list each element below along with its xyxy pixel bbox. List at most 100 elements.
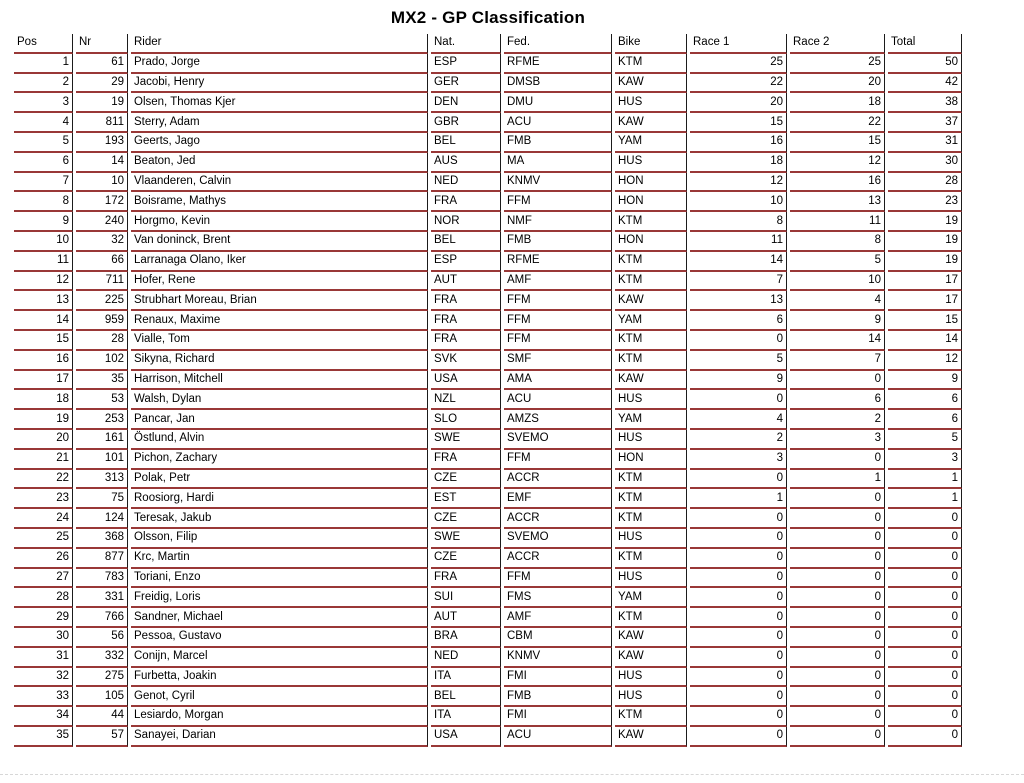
cell-pos: 3 xyxy=(14,93,73,114)
cell-pos: 20 xyxy=(14,429,73,450)
cell-race-2: 2 xyxy=(790,410,885,430)
table-row: 6 14 Beaton, Jed AUS MA HUS 18 12 30 xyxy=(14,152,962,173)
cell-total: 30 xyxy=(888,152,962,173)
column-header-pos: Pos xyxy=(14,34,73,54)
cell-race-1: 2 xyxy=(690,429,787,450)
cell-fed: ACU xyxy=(504,113,612,133)
cell-race-1: 3 xyxy=(690,449,787,470)
cell-bike: HUS xyxy=(615,152,687,173)
cell-nr: 102 xyxy=(76,350,128,371)
cell-nat: ESP xyxy=(431,53,501,74)
table-row: 32 275 Furbetta, Joakin ITA FMI HUS 0 0 0 xyxy=(14,667,962,688)
cell-total: 3 xyxy=(888,449,962,470)
cell-rider: Teresak, Jakub xyxy=(131,509,428,529)
cell-total: 37 xyxy=(888,113,962,133)
cell-pos: 19 xyxy=(14,410,73,430)
cell-fed: DMU xyxy=(504,93,612,114)
cell-race-2: 0 xyxy=(790,489,885,510)
table-row: 25 368 Olsson, Filip SWE SVEMO HUS 0 0 0 xyxy=(14,528,962,549)
column-header-total: Total xyxy=(888,34,962,54)
table-row: 29 766 Sandner, Michael AUT AMF KTM 0 0 0 xyxy=(14,608,962,628)
table-row: 31 332 Conijn, Marcel NED KNMV KAW 0 0 0 xyxy=(14,647,962,668)
cell-total: 6 xyxy=(888,390,962,411)
cell-bike: KAW xyxy=(615,113,687,133)
cell-nat: FRA xyxy=(431,311,501,331)
cell-rider: Renaux, Maxime xyxy=(131,311,428,331)
cell-nat: EST xyxy=(431,489,501,510)
cell-total: 42 xyxy=(888,73,962,94)
cell-race-2: 15 xyxy=(790,132,885,153)
cell-race-2: 0 xyxy=(790,370,885,391)
cell-pos: 31 xyxy=(14,647,73,668)
cell-race-1: 0 xyxy=(690,509,787,529)
cell-fed: FFM xyxy=(504,192,612,213)
cell-fed: AMF xyxy=(504,271,612,292)
cell-race-2: 0 xyxy=(790,528,885,549)
cell-pos: 21 xyxy=(14,449,73,470)
cell-nat: NOR xyxy=(431,212,501,232)
cell-nat: FRA xyxy=(431,192,501,213)
cell-pos: 15 xyxy=(14,330,73,351)
cell-total: 1 xyxy=(888,489,962,510)
table-row: 34 44 Lesiardo, Morgan ITA FMI KTM 0 0 0 xyxy=(14,707,962,727)
cell-total: 1 xyxy=(888,469,962,490)
column-header-race-1: Race 1 xyxy=(690,34,787,54)
cell-race-1: 10 xyxy=(690,192,787,213)
cell-total: 19 xyxy=(888,251,962,272)
cell-fed: ACCR xyxy=(504,548,612,569)
cell-rider: Vlaanderen, Calvin xyxy=(131,172,428,193)
cell-nat: FRA xyxy=(431,449,501,470)
column-header-race-2: Race 2 xyxy=(790,34,885,54)
cell-race-1: 0 xyxy=(690,627,787,648)
cell-total: 38 xyxy=(888,93,962,114)
cell-pos: 27 xyxy=(14,568,73,589)
cell-rider: Genot, Cyril xyxy=(131,687,428,708)
cell-nr: 240 xyxy=(76,212,128,232)
cell-race-1: 13 xyxy=(690,291,787,312)
cell-pos: 33 xyxy=(14,687,73,708)
cell-pos: 8 xyxy=(14,192,73,213)
table-row: 35 57 Sanayei, Darian USA ACU KAW 0 0 0 xyxy=(14,726,962,747)
cell-race-1: 0 xyxy=(690,608,787,628)
cell-pos: 28 xyxy=(14,588,73,609)
cell-nr: 35 xyxy=(76,370,128,391)
cell-nat: SWE xyxy=(431,528,501,549)
cell-pos: 30 xyxy=(14,627,73,648)
cell-nr: 57 xyxy=(76,726,128,747)
cell-fed: SVEMO xyxy=(504,429,612,450)
cell-rider: Olsson, Filip xyxy=(131,528,428,549)
cell-pos: 11 xyxy=(14,251,73,272)
cell-bike: HUS xyxy=(615,93,687,114)
table-row: 1 61 Prado, Jorge ESP RFME KTM 25 25 50 xyxy=(14,53,962,74)
cell-race-2: 14 xyxy=(790,330,885,351)
cell-race-2: 0 xyxy=(790,608,885,628)
cell-pos: 13 xyxy=(14,291,73,312)
table-row: 18 53 Walsh, Dylan NZL ACU HUS 0 6 6 xyxy=(14,390,962,411)
cell-pos: 2 xyxy=(14,73,73,94)
cell-total: 0 xyxy=(888,588,962,609)
cell-pos: 34 xyxy=(14,707,73,727)
cell-race-1: 0 xyxy=(690,528,787,549)
cell-race-2: 11 xyxy=(790,212,885,232)
cell-race-2: 22 xyxy=(790,113,885,133)
cell-race-1: 0 xyxy=(690,548,787,569)
cell-bike: YAM xyxy=(615,588,687,609)
cell-fed: NMF xyxy=(504,212,612,232)
cell-pos: 12 xyxy=(14,271,73,292)
page-break-dashed-line xyxy=(0,774,1024,775)
cell-nr: 101 xyxy=(76,449,128,470)
cell-bike: KTM xyxy=(615,330,687,351)
cell-race-1: 14 xyxy=(690,251,787,272)
cell-rider: Sandner, Michael xyxy=(131,608,428,628)
cell-fed: AMZS xyxy=(504,410,612,430)
cell-rider: Larranaga Olano, Iker xyxy=(131,251,428,272)
cell-rider: Pancar, Jan xyxy=(131,410,428,430)
table-row: 10 32 Van doninck, Brent BEL FMB HON 11 8 19 xyxy=(14,231,962,252)
cell-nat: AUS xyxy=(431,152,501,173)
cell-race-1: 0 xyxy=(690,469,787,490)
cell-nat: CZE xyxy=(431,509,501,529)
cell-rider: Beaton, Jed xyxy=(131,152,428,173)
cell-total: 6 xyxy=(888,410,962,430)
cell-bike: KAW xyxy=(615,291,687,312)
